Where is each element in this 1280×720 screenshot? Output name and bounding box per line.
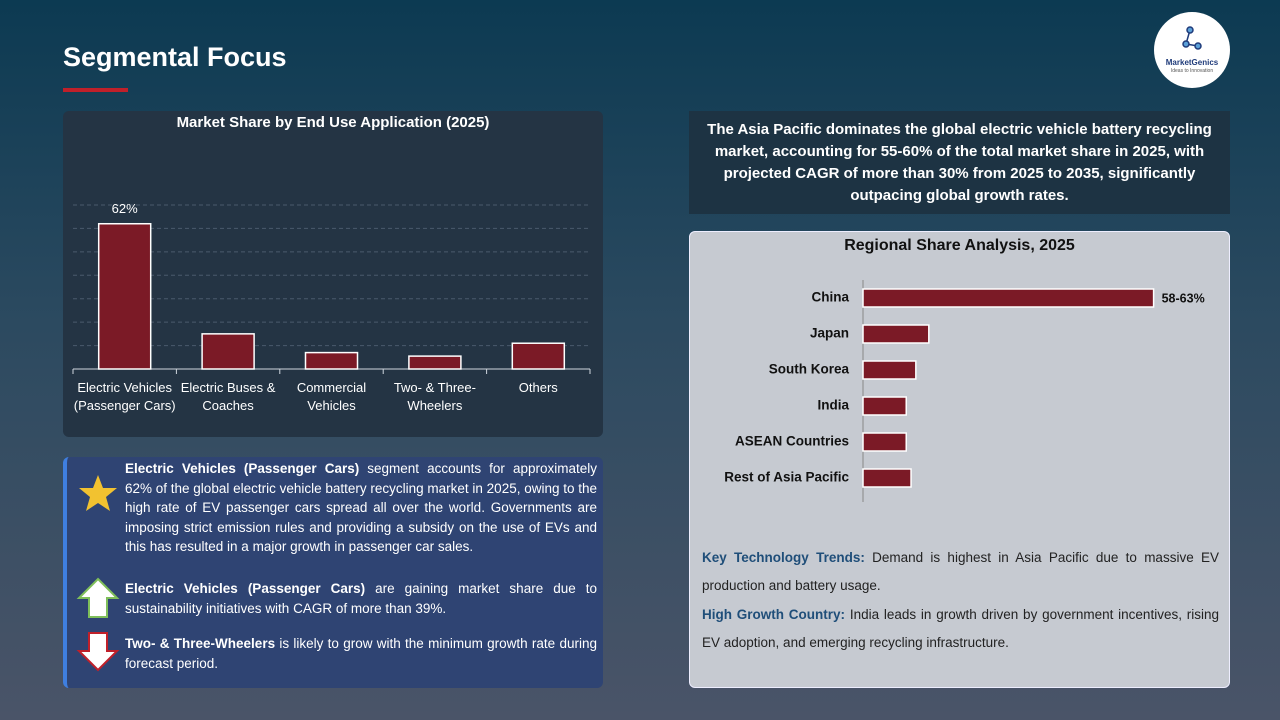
y-tick-label: Rest of Asia Pacific bbox=[724, 470, 849, 485]
value-label: 62% bbox=[112, 201, 138, 216]
trend-label: Key Technology Trends: bbox=[702, 550, 865, 565]
insight-bold: Electric Vehicles (Passenger Cars) bbox=[125, 461, 360, 476]
y-tick-label: South Korea bbox=[769, 362, 850, 377]
logo-tagline: Ideas to Innovation bbox=[1170, 68, 1214, 74]
bar bbox=[862, 432, 907, 452]
insight-text: is likely to grow with the minimum growt… bbox=[125, 636, 597, 671]
value-label: 58-63% bbox=[1162, 291, 1205, 305]
chart-panel: Regional Share Analysis, 2025 China 58-63… bbox=[689, 231, 1230, 688]
insight: Electric Vehicles (Passenger Cars) segme… bbox=[125, 459, 597, 557]
up-arrow-icon bbox=[76, 577, 120, 618]
bar bbox=[304, 351, 359, 370]
x-tick-label: Two- & Three-Wheelers bbox=[393, 380, 476, 413]
bar bbox=[97, 222, 152, 370]
trend-text: India leads in growth driven by governme… bbox=[702, 607, 1219, 650]
x-tick-label: Electric Vehicles (Passenger Cars) bbox=[73, 380, 176, 413]
logo: MarketGenics Ideas to Innovation bbox=[1154, 12, 1230, 88]
highlight-box: The Asia Pacific dominates the global el… bbox=[689, 111, 1230, 214]
y-tick-label: China bbox=[811, 290, 849, 305]
bar bbox=[862, 468, 912, 488]
chart: 62% bbox=[72, 201, 591, 374]
bar bbox=[201, 333, 255, 370]
logo-name: MarketGenics bbox=[1165, 58, 1219, 67]
bar bbox=[862, 288, 1155, 308]
x-tick-label: Others bbox=[518, 380, 558, 395]
y-tick-label: Japan bbox=[810, 326, 849, 341]
insights-panel: Electric Vehicles (Passenger Cars) segme… bbox=[63, 457, 603, 688]
x-tick-label: Commercial Vehicles bbox=[296, 380, 367, 413]
star-icon bbox=[79, 475, 117, 511]
insight: Two- & Three-Wheelers is likely to grow … bbox=[125, 634, 597, 673]
bar bbox=[511, 342, 566, 370]
insight: Electric Vehicles (Passenger Cars) are g… bbox=[125, 579, 597, 618]
bar bbox=[862, 396, 907, 416]
x-tick-label: Electric Buses & Coaches bbox=[180, 380, 276, 413]
insight-text: are gaining market share due to sustaina… bbox=[125, 581, 597, 616]
trend: High Growth Country: India leads in grow… bbox=[702, 601, 1219, 657]
insight-bold: Two- & Three-Wheelers bbox=[125, 636, 276, 651]
down-arrow-icon bbox=[76, 632, 120, 672]
chart: China 58-63% Japan South Korea India ASEAN Co… bbox=[724, 280, 1205, 502]
trend-label: High Growth Country: bbox=[702, 607, 846, 622]
trend: Key Technology Trends: Demand is highest… bbox=[702, 544, 1219, 600]
logo-icon bbox=[1182, 26, 1202, 50]
insight-bold: Electric Vehicles (Passenger Cars) bbox=[125, 581, 366, 596]
chart-panel: Market Share by End Use Application (202… bbox=[63, 111, 603, 437]
bar bbox=[862, 324, 930, 344]
trend-text: Demand is highest in Asia Pacific due to… bbox=[702, 550, 1219, 593]
y-tick-label: India bbox=[817, 398, 849, 413]
icons bbox=[76, 475, 120, 672]
insight-text: segment accounts for approximately 62% o… bbox=[125, 461, 598, 554]
chart-title: Market Share by End Use Application (202… bbox=[176, 114, 490, 131]
title-underline bbox=[63, 88, 128, 92]
bar bbox=[862, 360, 917, 380]
slide-title: Segmental Focus bbox=[63, 42, 287, 72]
bar bbox=[408, 355, 462, 370]
chart-title: Regional Share Analysis, 2025 bbox=[844, 237, 1075, 254]
y-tick-label: ASEAN Countries bbox=[735, 434, 849, 449]
